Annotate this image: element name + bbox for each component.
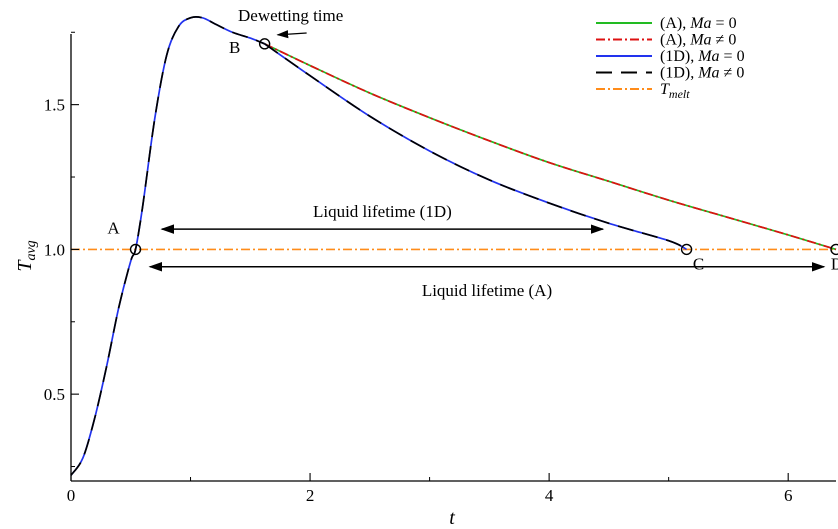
curve-rise-1d-ma-zero bbox=[70, 16, 265, 476]
dewetting-time-label: Dewetting time bbox=[238, 6, 343, 25]
point-marker-b bbox=[258, 38, 271, 50]
point-label-b: B bbox=[229, 38, 240, 57]
axes-layer: 0 2 4 6 0.5 1.0 1.5 bbox=[44, 31, 836, 505]
point-marker-d bbox=[830, 243, 838, 256]
curve-a-ma-nonzero bbox=[264, 43, 837, 251]
x-axis-label: t bbox=[449, 507, 455, 529]
y-axis-label-main: T bbox=[14, 259, 36, 272]
lifetime-1d-label: Liquid lifetime (1D) bbox=[313, 202, 452, 221]
legend-entry: (1D), Ma ≠ 0 bbox=[660, 65, 744, 82]
legend-entry: (1D), Ma = 0 bbox=[660, 48, 745, 65]
legend-entry: (A), Ma = 0 bbox=[660, 15, 737, 32]
curve-rise-1d-ma-nonzero bbox=[70, 16, 265, 476]
legend-entry: (A), Ma ≠ 0 bbox=[660, 32, 736, 49]
point-marker-a bbox=[129, 243, 142, 256]
curves-layer bbox=[70, 16, 837, 476]
x-tick-label: 4 bbox=[545, 486, 554, 505]
point-marker-c bbox=[680, 243, 693, 256]
curve-1d-ma-nonzero bbox=[264, 43, 687, 251]
x-tick-label: 6 bbox=[784, 486, 793, 505]
annotations-layer: Liquid lifetime (1D) Liquid lifetime (A) D… bbox=[148, 6, 826, 300]
point-label-d: D bbox=[831, 254, 838, 273]
y-tick-label: 1.5 bbox=[44, 96, 65, 115]
x-tick-label: 0 bbox=[67, 486, 76, 505]
dewetting-time-arrow bbox=[276, 30, 307, 39]
point-label-a: A bbox=[107, 218, 120, 237]
y-axis-label-sub: avg bbox=[24, 240, 39, 260]
legend: (A), Ma = 0(A), Ma ≠ 0(1D), Ma = 0(1D), … bbox=[596, 15, 745, 101]
y-tick-label: 0.5 bbox=[44, 385, 65, 404]
y-axis-label: Tavg bbox=[14, 240, 39, 271]
lifetime-a-label: Liquid lifetime (A) bbox=[422, 281, 552, 300]
y-tick-label: 1.0 bbox=[44, 240, 65, 259]
legend-entry: Tmelt bbox=[660, 81, 690, 101]
point-label-c: C bbox=[693, 254, 704, 273]
x-tick-label: 2 bbox=[306, 486, 315, 505]
